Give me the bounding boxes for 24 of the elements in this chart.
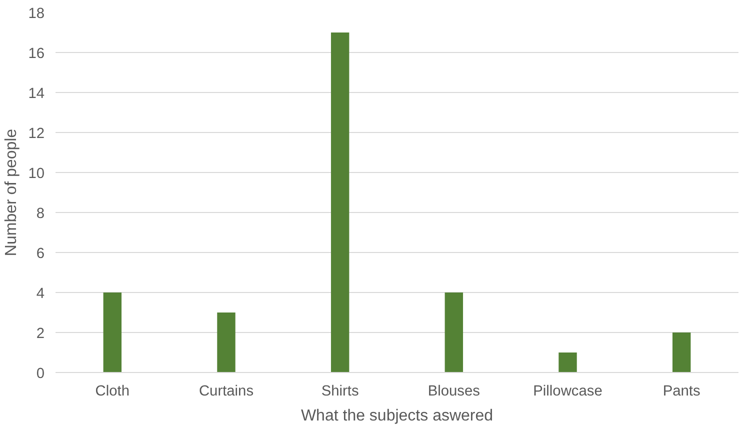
bar xyxy=(103,292,122,372)
y-axis-title: Number of people xyxy=(3,128,20,256)
y-tick-label: 14 xyxy=(28,86,45,102)
x-tick-label: Pants xyxy=(662,384,700,400)
x-tick-label: Cloth xyxy=(95,384,130,400)
y-tick-label: 12 xyxy=(28,126,45,142)
bar xyxy=(217,312,236,372)
bar xyxy=(558,352,577,372)
bar xyxy=(672,332,691,372)
y-tick-label: 18 xyxy=(28,6,45,22)
x-tick-label: Curtains xyxy=(198,384,254,400)
bar xyxy=(330,32,350,372)
x-tick-label: Blouses xyxy=(428,384,480,400)
bar xyxy=(444,292,464,372)
y-tick-label: 4 xyxy=(36,286,45,302)
y-tick-label: 16 xyxy=(28,46,45,62)
y-tick-label: 0 xyxy=(36,366,45,382)
x-tick-label: Pillowcase xyxy=(533,384,602,400)
x-tick-label: Shirts xyxy=(321,384,359,400)
y-tick-label: 10 xyxy=(28,166,45,182)
y-tick-label: 6 xyxy=(36,246,45,262)
y-tick-label: 8 xyxy=(36,206,45,222)
y-tick-label: 2 xyxy=(36,326,45,342)
x-axis-title: What the subjects aswered xyxy=(300,408,494,424)
